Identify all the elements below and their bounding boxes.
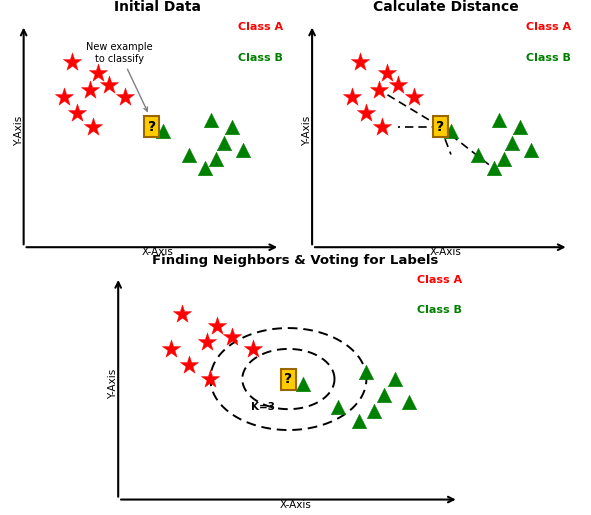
Point <box>89 123 98 131</box>
Point <box>206 115 215 124</box>
X-axis label: X-Axis: X-Axis <box>141 247 173 257</box>
Point <box>393 81 402 89</box>
Point <box>211 155 220 163</box>
Text: Class B: Class B <box>238 53 282 62</box>
Point <box>362 368 371 376</box>
Y-axis label: Y-Axis: Y-Axis <box>108 369 118 399</box>
Point <box>121 93 130 101</box>
Point <box>377 123 387 131</box>
Text: ?: ? <box>284 372 293 386</box>
Point <box>516 123 525 131</box>
Point <box>489 164 498 173</box>
Point <box>374 85 384 94</box>
Text: Class A: Class A <box>238 23 282 32</box>
Point <box>409 93 418 101</box>
Title: Calculate Distance: Calculate Distance <box>373 1 518 14</box>
Point <box>86 85 95 94</box>
Point <box>248 345 258 353</box>
Text: ?: ? <box>436 119 444 134</box>
Title: Initial Data: Initial Data <box>113 1 201 14</box>
Point <box>508 139 517 147</box>
Point <box>527 146 536 154</box>
Point <box>446 127 456 135</box>
Point <box>390 375 400 383</box>
Point <box>227 123 236 131</box>
Text: Class B: Class B <box>527 53 571 62</box>
Point <box>499 155 509 163</box>
Point <box>202 338 212 346</box>
Point <box>361 109 370 117</box>
Point <box>184 150 194 159</box>
Text: New example
to classify: New example to classify <box>86 42 153 111</box>
Point <box>200 164 210 173</box>
Point <box>382 69 392 77</box>
Point <box>355 58 365 66</box>
Point <box>298 380 307 388</box>
Point <box>348 93 357 101</box>
Point <box>494 115 504 124</box>
Point <box>333 403 343 411</box>
Point <box>355 417 364 425</box>
Point <box>177 310 187 318</box>
Point <box>94 69 103 77</box>
Point <box>184 361 194 369</box>
Text: Class A: Class A <box>526 23 571 32</box>
Point <box>105 81 114 89</box>
Point <box>67 58 76 66</box>
Point <box>206 375 215 383</box>
Point <box>213 321 222 330</box>
Point <box>72 109 82 117</box>
X-axis label: X-Axis: X-Axis <box>430 247 462 257</box>
Point <box>227 333 236 341</box>
Point <box>59 93 69 101</box>
Y-axis label: Y-Axis: Y-Axis <box>14 116 24 146</box>
Text: ?: ? <box>148 119 156 134</box>
Text: Class B: Class B <box>417 305 462 315</box>
Point <box>404 398 414 406</box>
Point <box>369 407 378 416</box>
Text: K=3: K=3 <box>251 402 275 412</box>
Point <box>238 146 248 154</box>
Title: Finding Neighbors & Voting for Labels: Finding Neighbors & Voting for Labels <box>152 253 439 267</box>
Point <box>219 139 229 147</box>
Y-axis label: Y-Axis: Y-Axis <box>302 116 312 146</box>
Point <box>473 150 482 159</box>
Point <box>158 127 167 135</box>
X-axis label: X-Axis: X-Axis <box>280 500 311 509</box>
Point <box>379 391 389 400</box>
Text: Class A: Class A <box>417 275 462 285</box>
Point <box>167 345 176 353</box>
